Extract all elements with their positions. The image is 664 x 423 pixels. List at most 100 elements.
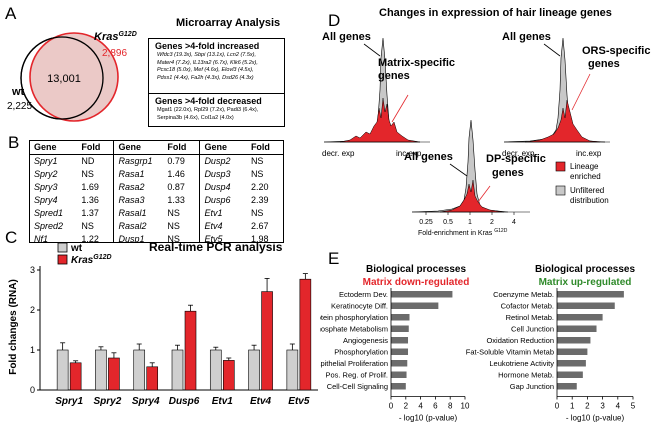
process-bar	[557, 302, 615, 309]
dp-xlabel-sup: G12D	[494, 228, 507, 234]
table-header-row: Gene Fold Gene Fold Gene Fold	[30, 141, 283, 155]
ors-specific-label-2: genes	[588, 58, 620, 70]
increased-header: Genes >4-fold increased	[155, 41, 260, 51]
process-bar	[391, 314, 410, 321]
legend-kras-label: KrasG12D	[71, 254, 112, 266]
table-row: Spry1 ND Rasgrp1 0.79 Dusp2 NS	[30, 154, 283, 168]
fold-value-cell: 2.20	[250, 182, 269, 192]
venn-kras-label: KrasG12D	[94, 31, 137, 43]
table-row: Nf1 1.22 Dusp1 NS Etv5 1.98	[30, 233, 283, 242]
dp-specific-label-2: genes	[492, 167, 524, 179]
pcr-bar-wt	[248, 349, 260, 391]
increased-line-2: Mater4 (7.2x), IL13ra2 (6.7x), Klk6 (5.2…	[157, 59, 258, 66]
process-x-tick-label: 4	[616, 402, 621, 411]
table-header-gene-3: Gene	[199, 141, 247, 155]
legend-wt-swatch	[57, 242, 68, 253]
ors-histogram	[503, 37, 610, 143]
ors-lineage-pointer	[571, 73, 591, 111]
fold-value-cell: 1.46	[167, 169, 185, 179]
pcr-bar-kras	[261, 291, 273, 391]
panel-label-c: C	[5, 228, 18, 247]
process-label: Gap Junction	[510, 382, 554, 391]
lineage-histograms: All genes Matrix-specific genes All gene…	[322, 31, 650, 237]
panel-label-d: D	[328, 11, 341, 30]
gene-name-cell: Spry3	[34, 182, 58, 192]
process-label: Oxidation Reduction	[486, 336, 554, 345]
pcr-bar-kras	[222, 360, 235, 391]
gene-name-cell: Etv4	[199, 220, 247, 233]
dp-xlabel-text: Fold-enrichment in Kras	[418, 230, 493, 237]
gene-name-cell: Etv5	[199, 233, 247, 242]
increased-line-3: Pcsc18 (5.0x), Mef (4.6x), Elovl3 (4.5x)…	[157, 67, 254, 74]
pcr-category-label: Spry1	[55, 396, 83, 407]
pcr-category-label: Etv5	[288, 396, 310, 407]
increased-genes-box: Genes >4-fold increased Wfdc3 (19.3x), S…	[148, 38, 285, 95]
down-subtitle: Matrix down-regulated	[363, 277, 470, 288]
gene-name-cell: Spry1	[34, 156, 58, 166]
increased-line-4: Pdss1 (4.4x), Fa2h (4.3x), Dsd26 (4.3x)	[157, 74, 254, 81]
dp-all-genes-label: All genes	[404, 151, 453, 163]
dp-allgenes-pointer	[449, 163, 468, 177]
venn-diagram: 13,001 wt 2,225 KrasG12D 2,896	[7, 31, 137, 122]
fold-value-cell: 1.37	[81, 208, 99, 218]
legend-unfiltered-label-2: distribution	[570, 196, 609, 205]
gene-name-cell: Rasal1	[113, 207, 164, 220]
pcr-category-label: Etv1	[212, 396, 234, 407]
dp-x-tick-label: 0.5	[443, 219, 453, 226]
process-label: Ectoderm Dev.	[339, 290, 388, 299]
pcr-bar-kras	[69, 362, 82, 391]
gene-name-cell: Rasa2	[113, 181, 164, 194]
table-row: Spred2 NS Rasal2 NS Etv4 2.67	[30, 220, 283, 233]
process-x-tick-label: 4	[418, 402, 423, 411]
fold-value-cell: 0.87	[167, 182, 185, 192]
pcr-bar-wt	[209, 349, 222, 391]
process-bar	[557, 360, 586, 367]
table-row: Spry2 NS Rasa1 1.46 Dusp3 NS	[30, 168, 283, 181]
process-label: Protein phosphorylation	[320, 313, 388, 322]
gene-fold-table: Gene Fold Gene Fold Gene Fold Spry1 ND Ras…	[29, 140, 284, 243]
pcr-bar-wt	[133, 349, 146, 391]
decreased-lines: Mgat1 (22.0x), Rpl29 (7.2x), Padi3 (6.4x…	[149, 107, 284, 122]
hair-lineage-title: Changes in expression of hair lineage ge…	[379, 7, 612, 19]
decreased-line-2: Serpina3b (4.6x), Col1a2 (4.0x)	[157, 114, 234, 121]
table-header-gene-2: Gene	[113, 141, 164, 155]
process-x-tick-label: 1	[570, 402, 575, 411]
pcr-y-tick-label: 1	[30, 345, 35, 355]
fold-value-cell: NS	[250, 169, 264, 179]
fold-value-cell: 1.36	[81, 195, 99, 205]
process-x-tick-label: 3	[600, 402, 605, 411]
fold-value-cell: 2.39	[250, 195, 269, 205]
fold-value-cell: 1.69	[81, 182, 99, 192]
fold-value-cell: NS	[250, 208, 264, 218]
pcr-bar-wt	[171, 349, 184, 391]
pcr-bar-kras	[146, 366, 159, 391]
matrix-lineage-enriched	[339, 97, 421, 143]
down-title: Biological processes	[366, 264, 466, 275]
gene-name-cell: Rasa1	[113, 168, 164, 181]
process-bar	[557, 371, 583, 378]
fold-value-cell: 2.67	[250, 221, 269, 231]
pcr-y-tick-label: 2	[30, 305, 35, 315]
dp-lineage-pointer	[477, 185, 491, 203]
pcr-ylabel: Fold changes (RNA)	[8, 279, 19, 375]
process-bar	[557, 348, 588, 355]
legend-kras-swatch	[57, 254, 68, 265]
ors-allgenes-pointer	[543, 43, 561, 57]
matrix-all-genes-label: All genes	[322, 31, 371, 43]
venn-kras-name: Kras	[94, 31, 118, 43]
pcr-bar-wt	[286, 349, 299, 391]
process-label: Cofactor Metab.	[501, 302, 554, 311]
table-header-fold-3: Fold	[246, 141, 283, 155]
microarray-title: Microarray Analysis	[176, 17, 281, 29]
matrix-allgenes-pointer	[363, 43, 381, 57]
panel-label-e: E	[328, 249, 340, 268]
table-row: Spry4 1.36 Rasa3 1.33 Dusp6 2.39	[30, 194, 283, 207]
legend-lineage-label-2: enriched	[570, 172, 601, 181]
increased-lines: Wfdc3 (19.3x), Sbpi (13.1x), Lcn2 (7.5x)…	[149, 52, 284, 82]
pcr-category-label: Dusp6	[169, 396, 200, 407]
fold-value-cell: 1.33	[167, 195, 185, 205]
ors-inc-label: inc.exp	[576, 149, 602, 158]
legend-lineage-swatch	[555, 161, 566, 172]
dp-specific-label-1: DP-specific	[486, 153, 546, 165]
up-regulated-bars: Coenzyme Metab. Cofactor Metab. Retinol Me…	[466, 288, 636, 423]
